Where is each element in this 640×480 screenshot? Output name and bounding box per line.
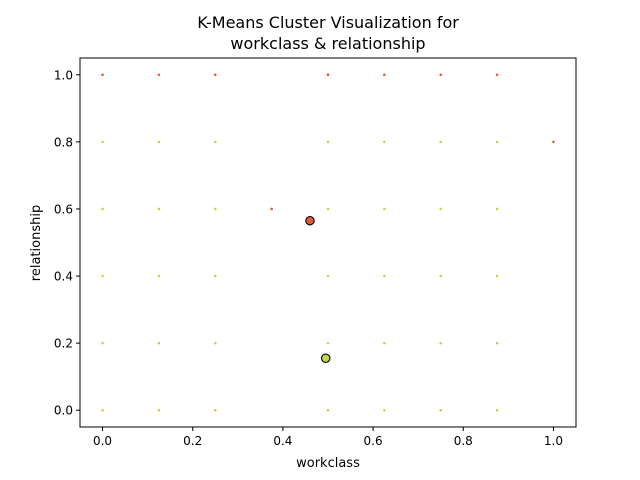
centroids xyxy=(305,215,331,363)
cluster-2-point xyxy=(213,408,217,412)
cluster-2-point xyxy=(326,341,330,345)
y-tick-label: 0.4 xyxy=(54,270,73,284)
x-axis-label: workclass xyxy=(296,456,360,471)
y-axis-ticks: 0.0 0.2 0.4 0.6 0.8 1.0 xyxy=(54,68,80,418)
y-tick-label: 0.2 xyxy=(54,337,73,351)
cluster-1-point xyxy=(326,73,330,77)
cluster-2-point xyxy=(101,408,104,412)
cluster-2-point xyxy=(439,207,443,211)
cluster-2-point xyxy=(101,207,104,211)
cluster-2-point xyxy=(439,408,443,412)
cluster-1-point xyxy=(213,73,217,77)
cluster-2-point xyxy=(383,207,386,211)
cluster-1-point xyxy=(101,73,104,77)
y-tick-label: 0.8 xyxy=(54,135,73,149)
chart-title-line-1: K-Means Cluster Visualization for xyxy=(197,13,459,32)
cluster-1-point xyxy=(439,73,443,77)
x-tick-label: 1.0 xyxy=(544,434,563,448)
cluster-1-point xyxy=(495,73,499,77)
x-tick-label: 0.6 xyxy=(364,434,383,448)
cluster-2-point xyxy=(157,274,161,278)
cluster-2-point xyxy=(326,408,330,412)
y-tick-label: 0.6 xyxy=(54,202,73,216)
cluster-2-point xyxy=(495,140,499,144)
y-axis-label: relationship xyxy=(29,205,44,281)
cluster-1-point xyxy=(383,73,386,77)
x-tick-label: 0.2 xyxy=(183,434,202,448)
cluster-2-point xyxy=(213,274,217,278)
cluster-2-point xyxy=(495,341,499,345)
x-tick-label: 0.0 xyxy=(93,434,112,448)
cluster-2-point xyxy=(326,207,330,211)
y-tick-label: 1.0 xyxy=(54,68,73,82)
x-axis-ticks: 0.0 0.2 0.4 0.6 0.8 1.0 xyxy=(93,427,563,448)
centroid-2 xyxy=(320,353,331,363)
cluster-2-point xyxy=(383,408,386,412)
data-points xyxy=(101,73,555,412)
cluster-2-point xyxy=(495,274,499,278)
cluster-2-point xyxy=(495,408,499,412)
centroid-1 xyxy=(305,215,315,226)
cluster-2-point xyxy=(495,207,499,211)
cluster-2-point xyxy=(157,408,161,412)
cluster-2-point xyxy=(101,274,104,278)
cluster-2-point xyxy=(326,140,330,144)
cluster-2-point xyxy=(383,274,386,278)
cluster-2-point xyxy=(157,207,161,211)
cluster-2-point xyxy=(213,140,217,144)
cluster-2-point xyxy=(101,341,104,345)
cluster-2-point xyxy=(157,140,161,144)
cluster-1-point xyxy=(157,73,161,77)
cluster-1-point xyxy=(270,207,273,211)
cluster-2-point xyxy=(213,341,217,345)
cluster-2-point xyxy=(213,207,217,211)
cluster-2-point xyxy=(439,274,443,278)
x-tick-label: 0.8 xyxy=(454,434,473,448)
cluster-2-point xyxy=(326,274,330,278)
cluster-2-point xyxy=(157,341,161,345)
cluster-2-point xyxy=(439,341,443,345)
x-tick-label: 0.4 xyxy=(273,434,292,448)
chart-title-line-2: workclass & relationship xyxy=(230,34,425,53)
cluster-2-point xyxy=(439,140,443,144)
cluster-2-point xyxy=(101,140,104,144)
cluster-2-point xyxy=(383,341,386,345)
cluster-2-point xyxy=(383,140,386,144)
cluster-1-point xyxy=(552,140,555,144)
y-tick-label: 0.0 xyxy=(54,404,73,418)
plot-area xyxy=(79,57,577,428)
